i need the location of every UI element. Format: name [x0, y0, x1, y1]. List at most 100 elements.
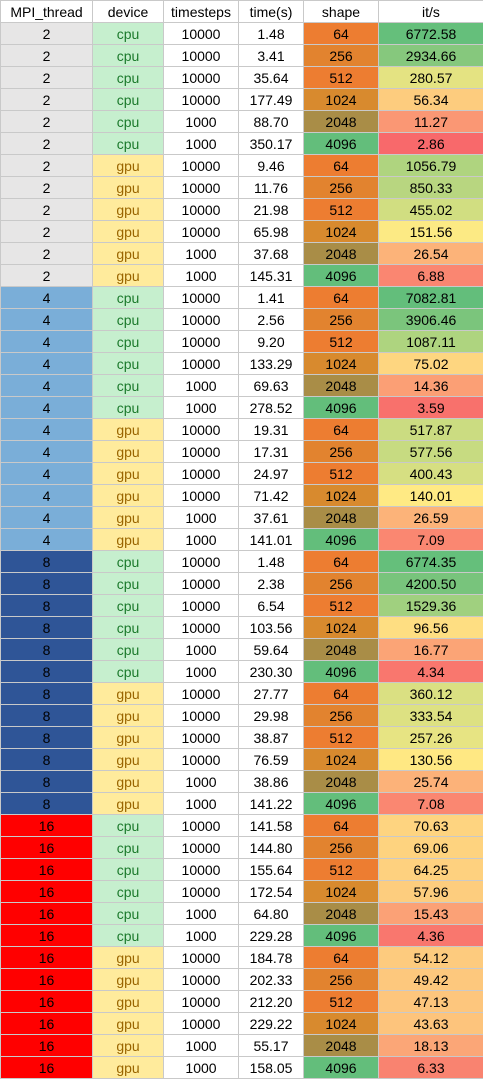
device-cell[interactable]: gpu [92, 440, 164, 463]
timesteps-cell[interactable]: 1000 [163, 242, 239, 265]
mpi-thread-cell[interactable]: 2 [0, 220, 93, 243]
its-cell[interactable]: 6.88 [378, 264, 483, 287]
device-cell[interactable]: gpu [92, 528, 164, 551]
its-cell[interactable]: 517.87 [378, 418, 483, 441]
timesteps-cell[interactable]: 10000 [163, 946, 239, 969]
device-cell[interactable]: cpu [92, 572, 164, 595]
time-cell[interactable]: 38.87 [238, 726, 304, 749]
shape-cell[interactable]: 1024 [303, 220, 379, 243]
time-cell[interactable]: 212.20 [238, 990, 304, 1013]
time-cell[interactable]: 24.97 [238, 462, 304, 485]
device-cell[interactable]: cpu [92, 616, 164, 639]
its-cell[interactable]: 14.36 [378, 374, 483, 397]
mpi-thread-cell[interactable]: 2 [0, 132, 93, 155]
mpi-thread-cell[interactable]: 16 [0, 814, 93, 837]
mpi-thread-cell[interactable]: 4 [0, 462, 93, 485]
shape-cell[interactable]: 256 [303, 836, 379, 859]
shape-cell[interactable]: 4096 [303, 132, 379, 155]
time-cell[interactable]: 1.48 [238, 22, 304, 45]
device-cell[interactable]: gpu [92, 484, 164, 507]
mpi-thread-cell[interactable]: 4 [0, 352, 93, 375]
shape-cell[interactable]: 2048 [303, 638, 379, 661]
timesteps-cell[interactable]: 10000 [163, 968, 239, 991]
its-cell[interactable]: 1087.11 [378, 330, 483, 353]
its-cell[interactable]: 2934.66 [378, 44, 483, 67]
device-cell[interactable]: gpu [92, 418, 164, 441]
its-cell[interactable]: 400.43 [378, 462, 483, 485]
device-cell[interactable]: gpu [92, 264, 164, 287]
time-cell[interactable]: 9.46 [238, 154, 304, 177]
timesteps-cell[interactable]: 10000 [163, 44, 239, 67]
shape-cell[interactable]: 256 [303, 704, 379, 727]
time-cell[interactable]: 141.01 [238, 528, 304, 551]
shape-cell[interactable]: 512 [303, 66, 379, 89]
its-cell[interactable]: 96.56 [378, 616, 483, 639]
its-cell[interactable]: 577.56 [378, 440, 483, 463]
its-cell[interactable]: 7.09 [378, 528, 483, 551]
mpi-thread-cell[interactable]: 4 [0, 286, 93, 309]
device-cell[interactable]: gpu [92, 176, 164, 199]
shape-cell[interactable]: 256 [303, 308, 379, 331]
timesteps-cell[interactable]: 10000 [163, 198, 239, 221]
device-cell[interactable]: gpu [92, 1034, 164, 1057]
timesteps-cell[interactable]: 10000 [163, 814, 239, 837]
mpi-thread-cell[interactable]: 16 [0, 858, 93, 881]
timesteps-cell[interactable]: 10000 [163, 682, 239, 705]
device-cell[interactable]: cpu [92, 396, 164, 419]
shape-cell[interactable]: 512 [303, 198, 379, 221]
its-cell[interactable]: 3.59 [378, 396, 483, 419]
mpi-thread-cell[interactable]: 2 [0, 88, 93, 111]
shape-cell[interactable]: 256 [303, 572, 379, 595]
time-cell[interactable]: 11.76 [238, 176, 304, 199]
shape-cell[interactable]: 4096 [303, 528, 379, 551]
mpi-thread-cell[interactable]: 16 [0, 902, 93, 925]
its-cell[interactable]: 64.25 [378, 858, 483, 881]
time-cell[interactable]: 37.68 [238, 242, 304, 265]
timesteps-cell[interactable]: 10000 [163, 220, 239, 243]
time-cell[interactable]: 350.17 [238, 132, 304, 155]
shape-cell[interactable]: 512 [303, 858, 379, 881]
time-cell[interactable]: 27.77 [238, 682, 304, 705]
time-cell[interactable]: 38.86 [238, 770, 304, 793]
device-cell[interactable]: cpu [92, 858, 164, 881]
timesteps-cell[interactable]: 10000 [163, 836, 239, 859]
device-cell[interactable]: cpu [92, 352, 164, 375]
device-cell[interactable]: gpu [92, 1056, 164, 1079]
shape-cell[interactable]: 1024 [303, 88, 379, 111]
device-cell[interactable]: gpu [92, 946, 164, 969]
mpi-thread-cell[interactable]: 4 [0, 528, 93, 551]
timesteps-cell[interactable]: 10000 [163, 1012, 239, 1035]
time-cell[interactable]: 141.22 [238, 792, 304, 815]
timesteps-cell[interactable]: 10000 [163, 88, 239, 111]
timesteps-cell[interactable]: 10000 [163, 704, 239, 727]
its-cell[interactable]: 7.08 [378, 792, 483, 815]
its-cell[interactable]: 130.56 [378, 748, 483, 771]
shape-cell[interactable]: 64 [303, 154, 379, 177]
timesteps-cell[interactable]: 1000 [163, 374, 239, 397]
mpi-thread-cell[interactable]: 4 [0, 308, 93, 331]
time-cell[interactable]: 55.17 [238, 1034, 304, 1057]
timesteps-cell[interactable]: 10000 [163, 352, 239, 375]
mpi-thread-cell[interactable]: 2 [0, 66, 93, 89]
its-cell[interactable]: 26.59 [378, 506, 483, 529]
shape-cell[interactable]: 4096 [303, 264, 379, 287]
its-cell[interactable]: 75.02 [378, 352, 483, 375]
its-cell[interactable]: 6.33 [378, 1056, 483, 1079]
device-cell[interactable]: cpu [92, 132, 164, 155]
shape-cell[interactable]: 64 [303, 682, 379, 705]
its-cell[interactable]: 54.12 [378, 946, 483, 969]
mpi-thread-cell[interactable]: 8 [0, 704, 93, 727]
timesteps-cell[interactable]: 1000 [163, 902, 239, 925]
mpi-thread-cell[interactable]: 8 [0, 638, 93, 661]
timesteps-cell[interactable]: 10000 [163, 550, 239, 573]
mpi-thread-cell[interactable]: 2 [0, 242, 93, 265]
its-cell[interactable]: 6774.35 [378, 550, 483, 573]
its-cell[interactable]: 7082.81 [378, 286, 483, 309]
timesteps-cell[interactable]: 10000 [163, 176, 239, 199]
shape-cell[interactable]: 64 [303, 286, 379, 309]
timesteps-cell[interactable]: 10000 [163, 66, 239, 89]
its-cell[interactable]: 69.06 [378, 836, 483, 859]
time-cell[interactable]: 184.78 [238, 946, 304, 969]
its-cell[interactable]: 15.43 [378, 902, 483, 925]
time-cell[interactable]: 172.54 [238, 880, 304, 903]
